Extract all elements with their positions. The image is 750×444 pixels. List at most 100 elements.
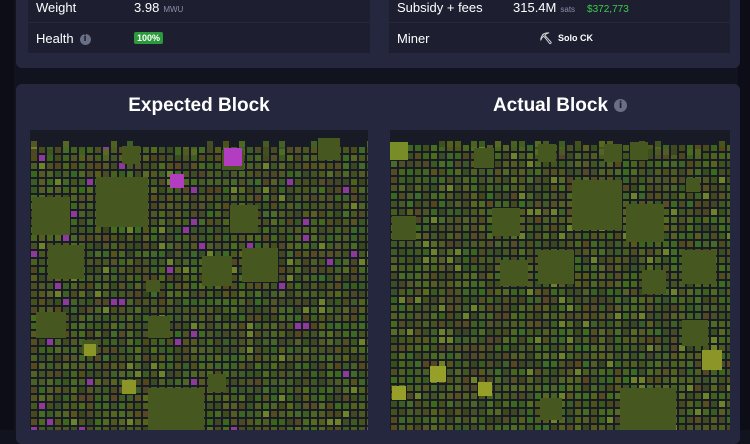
transaction-cell[interactable] — [271, 227, 277, 233]
transaction-cell[interactable] — [591, 161, 597, 167]
transaction-cell[interactable] — [271, 355, 277, 361]
transaction-cell[interactable] — [151, 379, 157, 385]
transaction-cell[interactable] — [543, 241, 549, 247]
transaction-cell[interactable] — [607, 249, 613, 255]
transaction-cell[interactable] — [159, 299, 165, 305]
transaction-cell[interactable] — [711, 345, 717, 351]
transaction-cell[interactable] — [615, 297, 621, 303]
transaction-cell[interactable] — [263, 315, 269, 321]
transaction-cell[interactable] — [295, 155, 301, 161]
transaction-cell[interactable] — [631, 241, 637, 247]
transaction-cell[interactable] — [159, 307, 165, 313]
transaction-cell[interactable] — [135, 427, 141, 430]
transaction-cell[interactable] — [247, 363, 253, 369]
transaction-cell[interactable] — [263, 395, 269, 401]
transaction-cell[interactable] — [599, 145, 605, 151]
transaction-cell[interactable] — [447, 161, 453, 167]
transaction-cell[interactable] — [175, 203, 181, 209]
transaction-cell[interactable] — [63, 291, 69, 297]
transaction-cell[interactable] — [719, 385, 725, 391]
transaction-cell[interactable] — [183, 243, 189, 249]
transaction-cell[interactable] — [487, 241, 493, 247]
transaction-cell[interactable] — [391, 241, 397, 247]
transaction-cell[interactable] — [431, 201, 437, 207]
transaction-cell[interactable] — [655, 145, 661, 151]
transaction-cell[interactable] — [183, 203, 189, 209]
transaction-cell[interactable] — [431, 217, 437, 223]
transaction-cell[interactable] — [559, 153, 565, 159]
transaction-cell[interactable] — [495, 345, 501, 351]
transaction-cell[interactable] — [463, 273, 469, 279]
transaction-cell[interactable] — [631, 193, 637, 199]
transaction-cell[interactable] — [535, 385, 541, 391]
transaction-cell[interactable] — [543, 201, 549, 207]
transaction-cell[interactable] — [583, 393, 589, 399]
transaction-cell[interactable] — [519, 313, 525, 319]
transaction-cell[interactable] — [415, 329, 421, 335]
transaction-cell[interactable] — [471, 409, 477, 415]
transaction-cell[interactable] — [463, 353, 469, 359]
transaction-cell[interactable] — [503, 305, 509, 311]
transaction-cell[interactable] — [71, 163, 77, 169]
transaction-cell[interactable] — [55, 163, 61, 169]
transaction-cell[interactable] — [551, 393, 557, 399]
transaction-cell[interactable] — [79, 371, 85, 377]
transaction-cell[interactable] — [431, 241, 437, 247]
transaction-cell[interactable] — [343, 179, 349, 185]
transaction-cell[interactable] — [143, 403, 149, 409]
transaction-cell[interactable] — [271, 163, 277, 169]
transaction-cell[interactable] — [287, 355, 293, 361]
transaction-cell[interactable] — [151, 347, 157, 353]
transaction-cell[interactable] — [279, 155, 285, 161]
transaction-cell[interactable] — [455, 353, 461, 359]
transaction-cell[interactable] — [719, 145, 725, 151]
transaction-cell[interactable] — [559, 353, 565, 359]
transaction-cell[interactable] — [175, 275, 181, 281]
transaction-cell[interactable] — [127, 291, 133, 297]
transaction-cell[interactable] — [55, 371, 61, 377]
transaction-cell[interactable] — [183, 259, 189, 265]
transaction-cell[interactable] — [671, 233, 677, 239]
transaction-cell[interactable] — [711, 409, 717, 415]
transaction-cell[interactable] — [303, 259, 309, 265]
transaction-cell[interactable] — [519, 209, 525, 215]
transaction-cell[interactable] — [567, 289, 573, 295]
transaction-cell[interactable] — [287, 171, 293, 177]
transaction-cell[interactable] — [151, 371, 157, 377]
transaction-cell[interactable] — [263, 371, 269, 377]
transaction-cell[interactable] — [247, 387, 253, 393]
transaction-cell[interactable] — [727, 313, 730, 319]
transaction-cell[interactable] — [311, 147, 317, 153]
transaction-cell[interactable] — [471, 305, 477, 311]
transaction-cell[interactable] — [719, 369, 725, 375]
transaction-cell[interactable] — [567, 345, 573, 351]
transaction-cell[interactable] — [519, 241, 525, 247]
transaction-cell[interactable] — [215, 347, 221, 353]
transaction-cell[interactable] — [351, 411, 357, 417]
transaction-cell[interactable] — [39, 403, 45, 409]
transaction-cell[interactable] — [327, 171, 333, 177]
transaction-cell[interactable] — [455, 313, 461, 319]
transaction-cell[interactable] — [103, 149, 109, 155]
transaction-cell[interactable] — [543, 337, 549, 343]
transaction-cell[interactable] — [143, 291, 149, 297]
transaction-cell[interactable] — [327, 323, 333, 329]
transaction-cell[interactable] — [503, 185, 509, 191]
transaction-cell[interactable] — [639, 161, 645, 167]
transaction-cell[interactable] — [231, 243, 237, 249]
transaction-cell[interactable] — [703, 409, 709, 415]
transaction-cell[interactable] — [311, 227, 317, 233]
transaction-cell[interactable] — [359, 379, 365, 385]
transaction-cell[interactable] — [159, 283, 165, 289]
transaction-cell[interactable] — [663, 321, 669, 327]
transaction-cell[interactable] — [95, 371, 101, 377]
transaction-cell[interactable] — [695, 217, 701, 223]
transaction-cell[interactable] — [647, 377, 653, 383]
transaction-cell[interactable] — [335, 219, 341, 225]
transaction-cell[interactable] — [359, 227, 365, 233]
transaction-cell[interactable] — [559, 369, 565, 375]
transaction-cell[interactable] — [647, 305, 653, 311]
transaction-cell[interactable] — [607, 313, 613, 319]
transaction-cell[interactable] — [543, 233, 549, 239]
transaction-cell[interactable] — [287, 283, 293, 289]
